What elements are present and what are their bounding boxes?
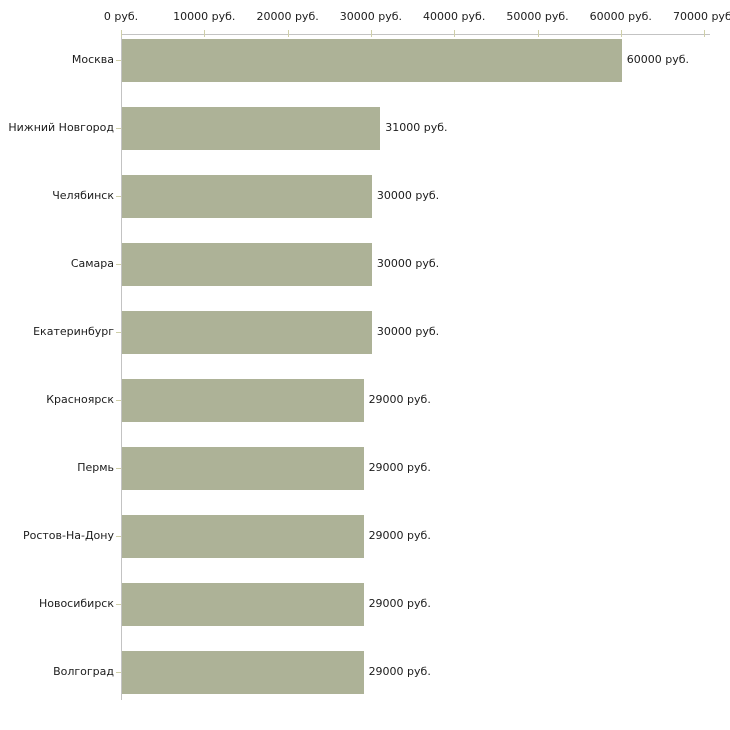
y-axis-tick <box>116 264 121 266</box>
bar <box>122 38 622 82</box>
x-tick-label: 70000 руб. <box>672 10 730 23</box>
category-label: Самара <box>70 257 114 271</box>
y-axis-tick <box>116 400 121 402</box>
bar <box>122 378 364 422</box>
bar <box>122 310 372 354</box>
y-axis-tick <box>116 128 121 130</box>
bar <box>122 106 381 150</box>
y-axis-tick <box>116 672 121 674</box>
value-label: 29000 руб. <box>368 597 431 611</box>
x-axis-tick <box>537 30 539 37</box>
value-label: 30000 руб. <box>376 257 440 271</box>
y-axis-tick <box>116 468 121 470</box>
category-label: Красноярск <box>46 393 114 407</box>
category-label: Ростов-На-Дону <box>22 529 114 543</box>
category-label: Челябинск <box>52 189 114 203</box>
value-label: 29000 руб. <box>368 461 431 475</box>
bar <box>122 650 364 694</box>
y-axis-tick <box>116 196 121 198</box>
y-axis-line <box>121 33 122 700</box>
category-label: Москва <box>71 53 114 67</box>
x-axis-line <box>121 33 710 35</box>
x-tick-label: 40000 руб. <box>423 10 486 23</box>
x-tick-label: 0 руб. <box>103 10 139 23</box>
bar <box>122 514 364 558</box>
bar <box>122 582 364 626</box>
category-label: Волгоград <box>53 665 114 679</box>
x-axis-tick <box>454 30 456 37</box>
x-tick-label: 20000 руб. <box>256 10 319 23</box>
x-axis-tick <box>370 30 372 37</box>
x-axis-tick <box>287 30 289 37</box>
y-axis-tick <box>116 604 121 606</box>
value-label: 31000 руб. <box>385 121 448 135</box>
x-axis-tick <box>704 30 706 37</box>
x-tick-label: 10000 руб. <box>173 10 236 23</box>
category-label: Екатеринбург <box>33 325 114 339</box>
x-axis-tick <box>204 30 206 37</box>
y-axis-tick <box>116 536 121 538</box>
value-label: 29000 руб. <box>368 393 431 407</box>
bar <box>122 446 364 490</box>
x-tick-label: 50000 руб. <box>506 10 569 23</box>
value-label: 29000 руб. <box>368 665 431 679</box>
y-axis-tick <box>116 332 121 334</box>
value-label: 60000 руб. <box>626 53 690 67</box>
y-axis-tick <box>116 60 121 62</box>
x-axis-tick <box>620 30 622 37</box>
x-tick-label: 30000 руб. <box>339 10 403 23</box>
category-label: Пермь <box>77 461 114 475</box>
category-label: Нижний Новгород <box>8 121 114 135</box>
value-label: 29000 руб. <box>368 529 431 543</box>
value-label: 30000 руб. <box>376 325 440 339</box>
bar <box>122 242 372 286</box>
x-axis-tick <box>121 30 122 37</box>
category-label: Новосибирск <box>38 597 114 611</box>
x-tick-label: 60000 руб. <box>589 10 652 23</box>
bar <box>122 174 372 218</box>
value-label: 30000 руб. <box>376 189 440 203</box>
